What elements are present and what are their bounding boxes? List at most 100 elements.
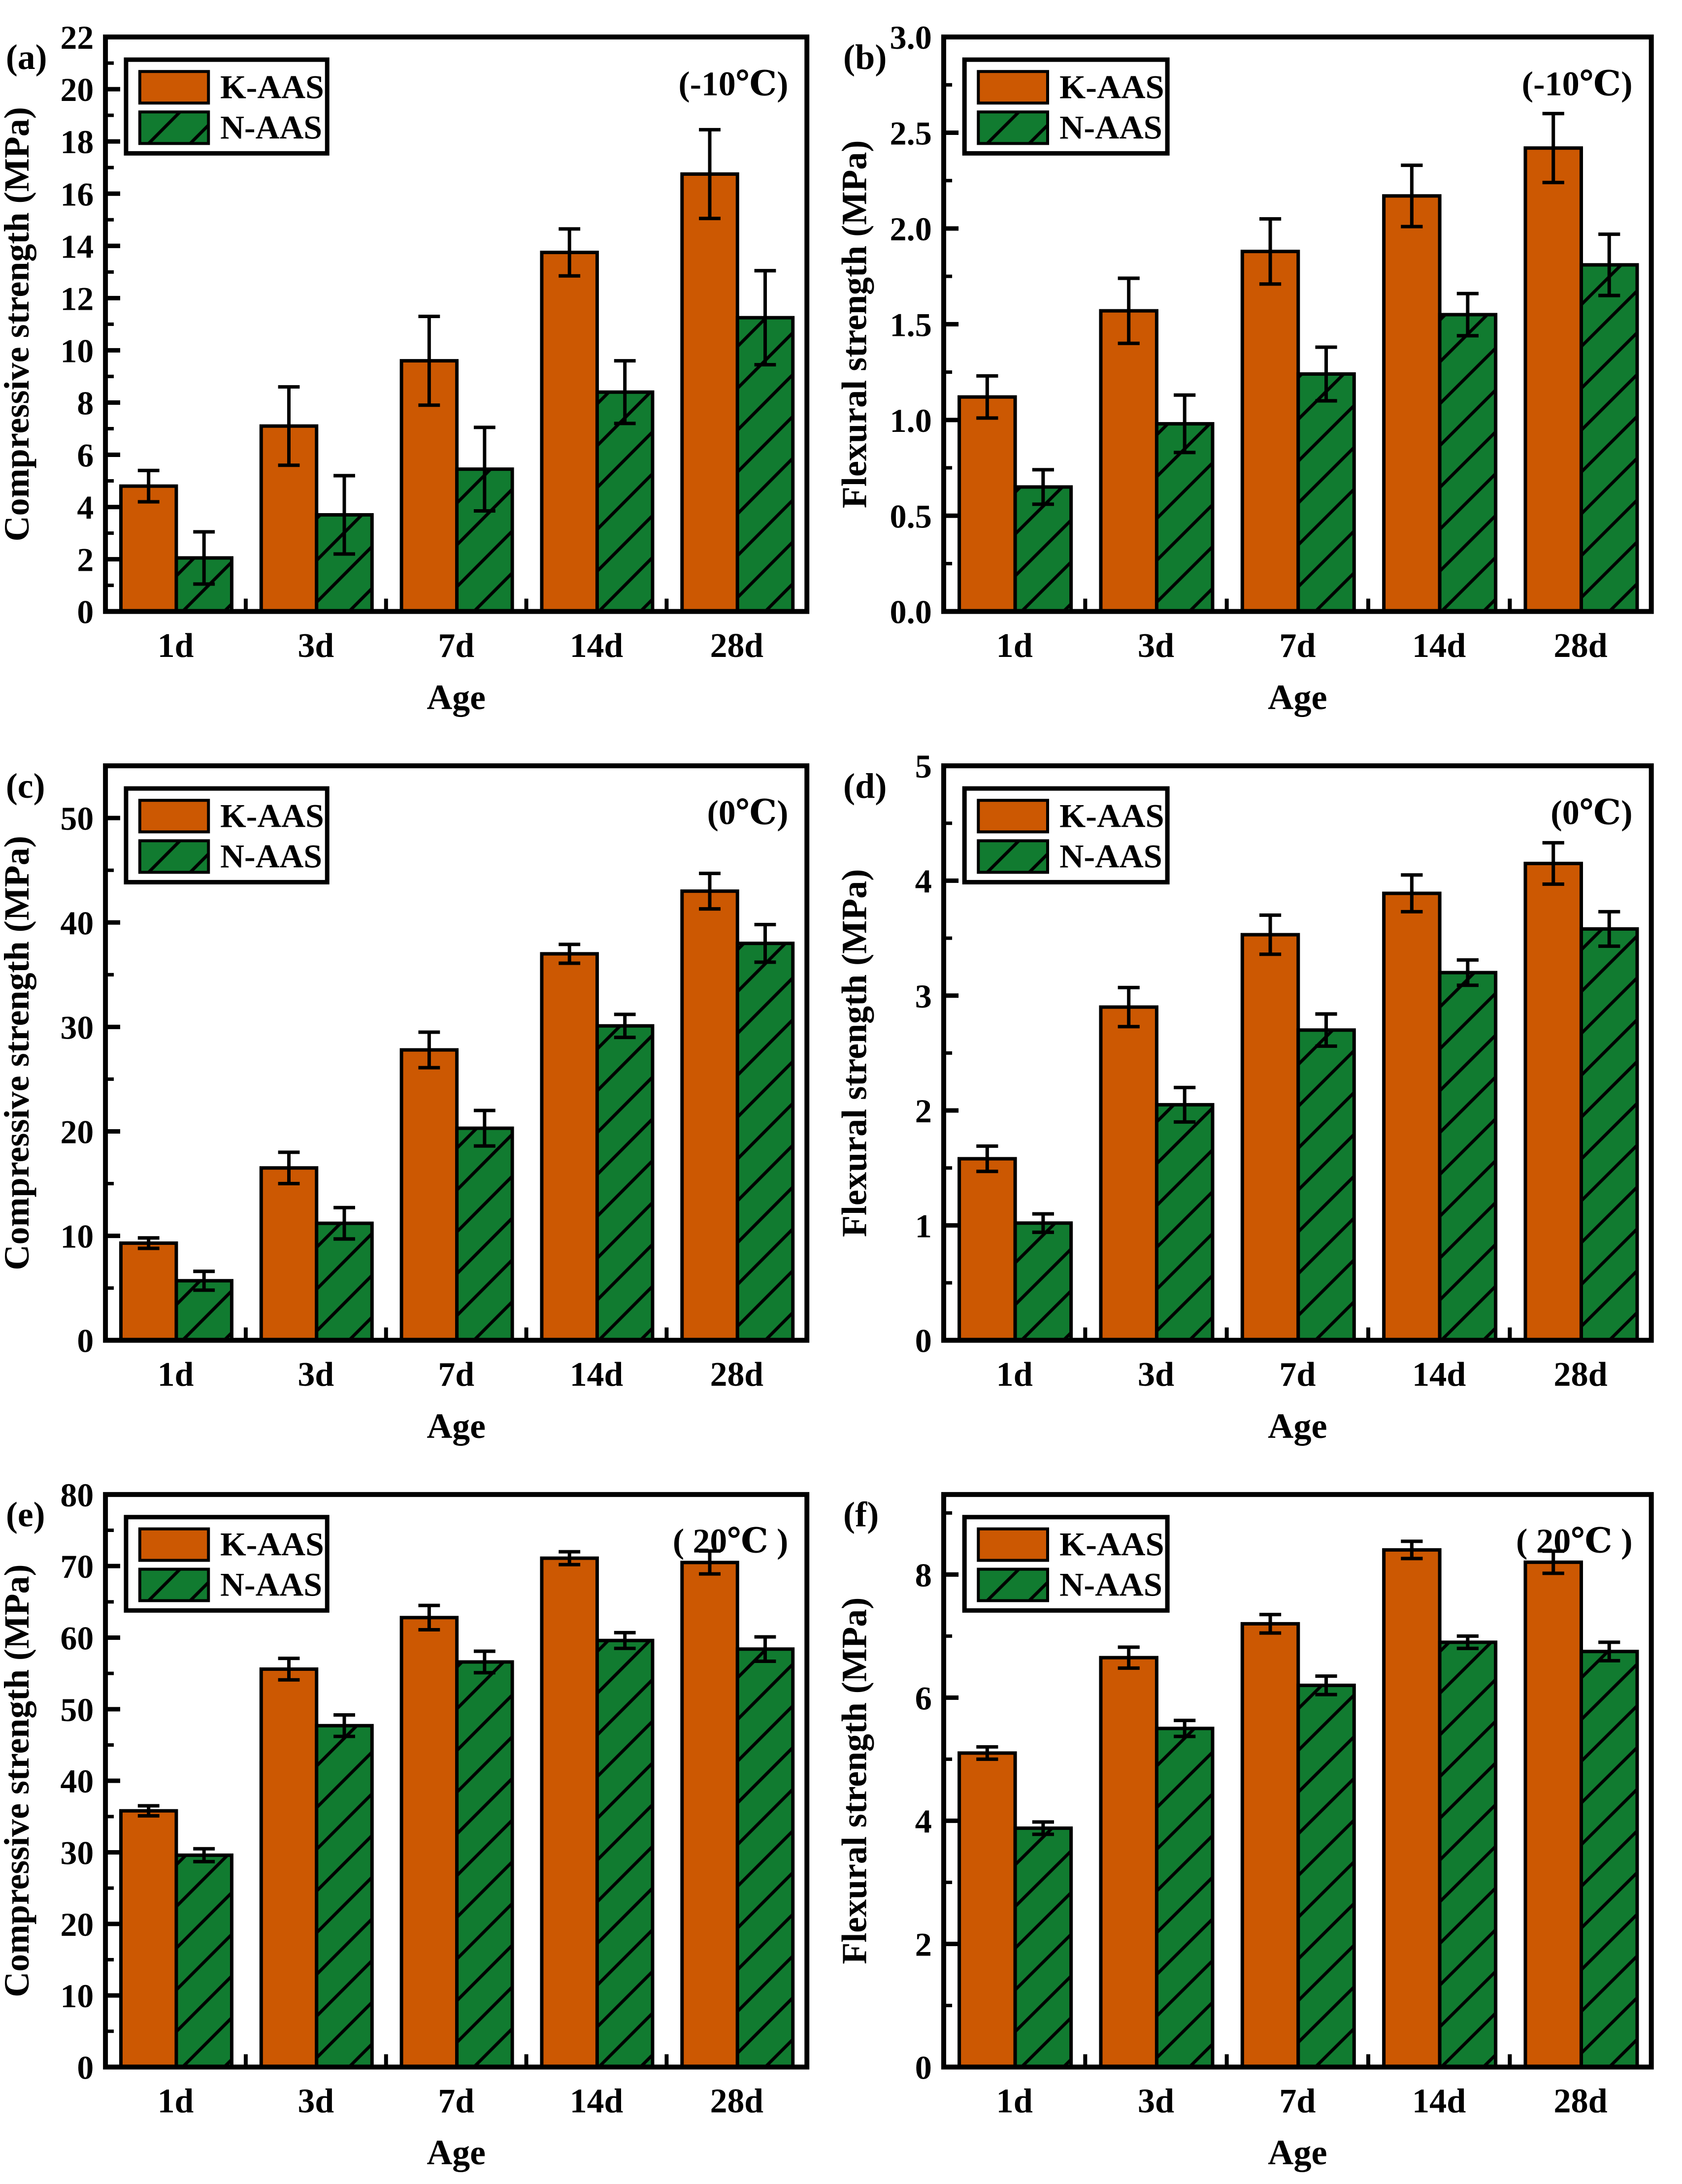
y-axis-ticks [105,815,120,1343]
svg-text:28d: 28d [710,1356,764,1394]
svg-text:60: 60 [61,1620,94,1657]
chart-a-compressive-minus10: 0 2 4 6 8 10 12 14 16 18 20 22 1d 3d 7d 14d 28d Age Compre… [0,19,810,717]
x-axis-ticks [243,2054,669,2067]
svg-text:20: 20 [61,1906,94,1943]
svg-text:1.0: 1.0 [890,402,932,439]
svg-text:14d: 14d [1412,626,1466,665]
bars-k-aas [957,146,1583,614]
svg-text:0: 0 [77,593,94,631]
svg-text:3d: 3d [298,1356,334,1394]
y-axis-title: Flexural strength (MPa) [837,869,874,1237]
svg-text:70: 70 [61,1548,94,1585]
bar-n-aas-1d [174,1853,233,2069]
svg-text:28d: 28d [710,2082,764,2120]
y-axis-title: Compressive strength (MPa) [0,836,36,1270]
x-axis-ticks [243,598,669,612]
svg-text:1d: 1d [158,1356,194,1394]
legend-label-k-aas: K-AAS [1059,68,1164,105]
y-axis-ticks [105,1529,120,2069]
legend-swatch-k-aas [977,1527,1050,1562]
temperature-annotation: (-10℃) [1522,65,1633,103]
chart-e-compressive-20: 0 10 20 30 40 50 60 70 80 1d 3d 7d 14d 28d Age Compress… [0,1477,810,2172]
bar-n-aas-3d [315,1221,374,1342]
svg-text:3d: 3d [298,627,334,665]
svg-text:10: 10 [61,1978,94,2015]
bar-k-aas-28d [680,1561,739,2069]
legend-label-n-aas: N-AAS [1059,108,1162,146]
x-axis-ticks [1083,598,1512,612]
svg-text:3d: 3d [298,2082,334,2120]
svg-text:14d: 14d [1412,1355,1466,1394]
svg-text:16: 16 [61,175,94,213]
svg-text:2: 2 [915,1926,932,1963]
bar-n-aas-7d [455,1126,514,1342]
bars-n-aas [1013,1640,1639,2069]
legend-swatch-n-aas [977,839,1050,874]
svg-text:28d: 28d [1553,2083,1607,2120]
panel-letter: (e) [6,1495,45,1534]
bar-k-aas-3d [259,1166,319,1342]
svg-text:0.0: 0.0 [890,593,932,631]
svg-text:8: 8 [915,1557,932,1594]
x-axis-title: Age [427,1406,485,1446]
x-axis-ticks [1083,1327,1512,1340]
bar-k-aas-7d [1240,933,1300,1342]
svg-text:0: 0 [77,1322,94,1360]
panel-e: 0 10 20 30 40 50 60 70 80 1d 3d 7d 14d 28d Age Compress… [0,1458,837,2184]
bar-k-aas-14d [540,1556,599,2069]
panel-f: 0 2 4 6 8 1d 3d 7d 14d 28d Age Flexural strength (M… [837,1458,1682,2184]
panel-letter: (c) [6,766,45,806]
x-axis-title: Age [1268,1406,1327,1446]
y-axis-tick-labels: 0 2 4 6 8 10 12 14 16 18 20 22 [61,19,94,631]
x-axis-ticks [243,1327,669,1340]
error-bars [137,1549,776,1863]
svg-text:0: 0 [915,2049,932,2086]
y-axis-title: Flexural strength (MPa) [837,1597,874,1964]
svg-text:8: 8 [77,384,94,422]
x-axis-title: Age [427,678,485,717]
legend-swatch-k-aas [138,70,210,105]
bar-n-aas-14d [595,1024,655,1342]
svg-text:40: 40 [61,904,94,942]
error-bars [137,872,776,1292]
legend-swatch-k-aas [138,1527,210,1562]
legend-swatch-k-aas [977,70,1050,105]
y-axis-ticks [944,83,959,614]
svg-text:7d: 7d [1279,1355,1316,1394]
y-axis-ticks [944,821,959,1343]
bar-k-aas-3d [1099,309,1158,614]
bars-n-aas [174,942,795,1342]
y-axis-title: Compressive strength (MPa) [0,1565,36,1997]
bar-n-aas-1d [1013,485,1073,614]
panel-d: 0 1 2 3 4 5 1d 3d 7d 14d 28d Age Flexural strength (… [837,729,1682,1458]
svg-text:14d: 14d [570,627,624,665]
bar-k-aas-7d [1240,1622,1300,2069]
temperature-annotation: (0℃) [707,794,789,832]
chart-d-flexural-0: 0 1 2 3 4 5 1d 3d 7d 14d 28d Age Flexural strength (… [837,748,1654,1446]
svg-text:7d: 7d [438,1356,474,1394]
panel-c: 0 10 20 30 40 50 1d 3d 7d 14d 28d Age Compressive st… [0,729,837,1458]
legend-label-k-aas: K-AAS [220,797,324,834]
bar-k-aas-3d [1099,1005,1158,1342]
bar-k-aas-1d [957,1157,1017,1342]
svg-text:5: 5 [915,748,932,785]
bar-k-aas-1d [119,1241,178,1342]
x-category-labels: 1d 3d 7d 14d 28d [158,1356,763,1394]
bar-n-aas-7d [1296,372,1356,614]
svg-text:0.5: 0.5 [890,497,932,535]
bar-n-aas-3d [1154,1103,1215,1342]
legend-label-n-aas: N-AAS [220,1566,322,1603]
legend-swatch-n-aas [138,110,210,145]
svg-text:2.0: 2.0 [890,210,932,248]
legend-label-k-aas: K-AAS [1059,797,1164,834]
panel-letter: (b) [843,37,887,77]
legend-label-n-aas: N-AAS [1059,1566,1162,1603]
svg-text:3d: 3d [1138,2083,1174,2120]
bar-k-aas-3d [259,1667,319,2069]
bar-n-aas-7d [1296,1028,1356,1342]
x-category-labels: 1d 3d 7d 14d 28d [996,626,1608,665]
bar-k-aas-1d [119,484,178,614]
